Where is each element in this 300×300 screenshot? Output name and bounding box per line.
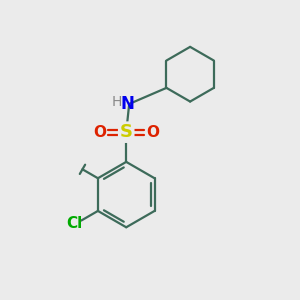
Text: O: O <box>146 125 159 140</box>
Text: S: S <box>120 123 133 141</box>
Text: Cl: Cl <box>66 216 82 231</box>
Text: H: H <box>112 95 122 110</box>
Text: O: O <box>94 125 106 140</box>
Text: N: N <box>121 95 135 113</box>
